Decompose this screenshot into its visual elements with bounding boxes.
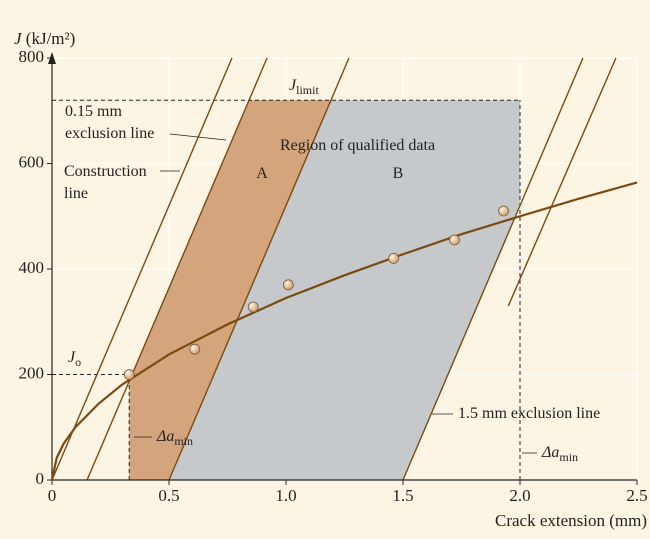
annotation-sub: limit: [296, 83, 319, 97]
fit-curve: [50, 181, 638, 481]
y-tick-label: 200: [19, 363, 45, 382]
data-point: [247, 301, 259, 313]
y-axis-arrow: [48, 52, 56, 64]
region: [129, 100, 331, 480]
data-point: [189, 343, 201, 355]
annotation-text: Region of qualified data: [280, 137, 435, 154]
y-axis-label: J (kJ/m²): [14, 29, 75, 48]
region: [169, 100, 520, 480]
leader-line: [169, 133, 227, 141]
x-axis-label: Crack extension (mm): [495, 511, 647, 530]
x-tick-label: 0: [48, 486, 57, 505]
y-label-symbol: J: [14, 29, 23, 48]
x-tick-label: 2.5: [626, 486, 647, 505]
x-tick-label: 1.5: [392, 486, 413, 505]
annotation: 1.5 mm exclusion line: [458, 405, 600, 422]
x-tick-label: 2.0: [509, 486, 530, 505]
annotation-text: Δa: [156, 428, 174, 445]
y-label-unit: (kJ/m²): [22, 29, 76, 48]
annotation-sub: min: [559, 450, 578, 464]
annotation: Construction: [64, 163, 147, 180]
annotation-text: exclusion line: [65, 125, 154, 142]
exclusion-line: [168, 57, 350, 481]
annotation-text: A: [256, 165, 268, 182]
data-point: [123, 369, 135, 380]
annotation: Jo: [68, 349, 81, 369]
annotation: Region of qualified data: [280, 137, 435, 154]
data-point: [282, 279, 294, 291]
annotation-text: 1.5 mm exclusion line: [458, 405, 600, 422]
y-tick-label: 600: [19, 152, 45, 171]
annotation-text: line: [64, 185, 88, 202]
exclusion-line: [86, 57, 268, 481]
annotation-text: Δa: [541, 444, 559, 461]
annotation: Jlimit: [289, 77, 319, 97]
annotation: Δamin: [541, 444, 578, 464]
annotation-text: J: [68, 349, 76, 366]
annotation: line: [64, 185, 88, 202]
data-point: [498, 205, 510, 217]
data-point: [388, 253, 400, 264]
annotation: B: [393, 165, 404, 182]
annotation: A: [256, 165, 268, 182]
annotation-text: Construction: [64, 163, 147, 180]
exclusion-line: [507, 57, 617, 307]
data-point: [449, 234, 460, 246]
exclusion-line: [402, 57, 584, 481]
annotation-sub: min: [174, 434, 193, 448]
annotation-sub: o: [75, 355, 81, 369]
y-tick-label: 0: [36, 469, 45, 488]
y-tick-label: 400: [19, 258, 45, 277]
exclusion-line: [51, 57, 233, 481]
annotation: exclusion line: [65, 125, 154, 142]
annotation-text: J: [289, 77, 297, 94]
x-tick-label: 1.0: [275, 486, 296, 505]
annotation: Δamin: [156, 428, 193, 448]
annotation-text: B: [393, 165, 404, 182]
annotation-text: 0.15 mm: [65, 103, 122, 120]
y-tick-label: 800: [19, 47, 45, 66]
annotation: 0.15 mm: [65, 103, 122, 120]
x-tick-label: 0.5: [158, 486, 179, 505]
